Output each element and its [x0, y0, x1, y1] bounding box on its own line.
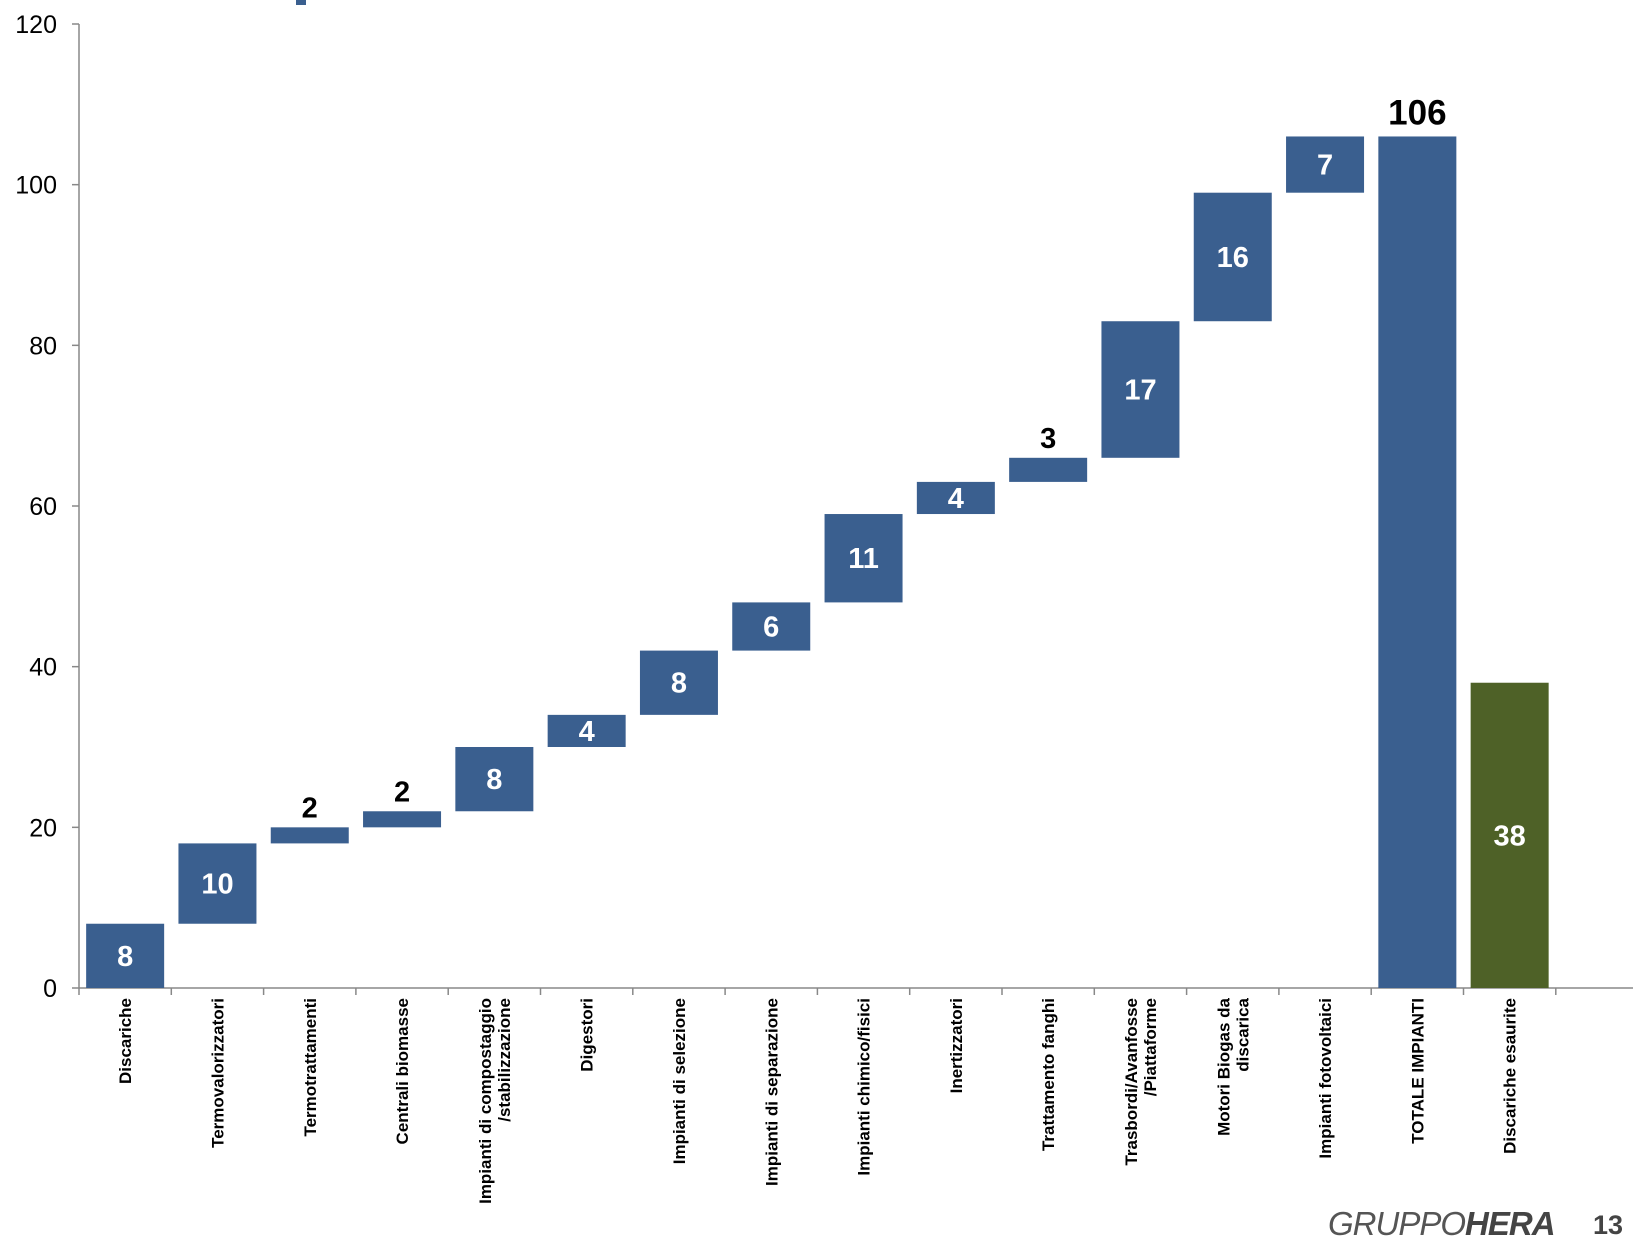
category-label: Discariche: [116, 998, 135, 1084]
top-accent-mark: [296, 0, 306, 5]
category-label: Trasbordi/Avanfosse/Piattaforme: [1122, 998, 1160, 1166]
category-label: Impianti di compostaggio/stabilizzazione: [476, 998, 514, 1204]
bar: [86, 923, 165, 988]
logo-text-light: GRUPPO: [1328, 1205, 1466, 1242]
data-label: 2: [302, 792, 318, 824]
category-label-line: Impianti di compostaggio: [476, 998, 495, 1204]
y-tick-label: 0: [43, 975, 57, 1003]
data-label: 38: [1494, 820, 1526, 852]
bar: [639, 650, 718, 715]
category-label-line: Impianti di selezione: [670, 998, 689, 1164]
category-label-line: Discariche: [116, 998, 135, 1084]
category-label-line: /stabilizzazione: [495, 998, 514, 1122]
y-tick-label: 60: [29, 493, 57, 521]
chart-value-labels: 8 10 2 2 8 4 8 6 11 4 3 17 16 7 106 38: [117, 93, 1526, 972]
category-label: Digestori: [578, 998, 597, 1072]
category-label-line: Trasbordi/Avanfosse: [1122, 998, 1141, 1166]
bar: [1286, 136, 1365, 193]
chart-category-labels: Discariche Termovalorizzatori Termotrattam…: [116, 997, 1520, 1203]
gruppo-hera-logo: GRUPPOHERA: [1328, 1205, 1556, 1243]
category-label-line: Termotrattamenti: [301, 998, 320, 1137]
data-label: 17: [1124, 375, 1156, 407]
y-tick-label: 20: [29, 814, 57, 842]
data-label: 2: [394, 776, 410, 808]
category-label: Impianti chimico/fisici: [855, 998, 874, 1176]
y-tick-label: 40: [29, 654, 57, 682]
bar: [1378, 136, 1457, 988]
y-tick-label: 120: [15, 11, 57, 39]
bar: [178, 843, 257, 924]
category-label-line: Digestori: [578, 998, 597, 1072]
logo-text-bold: HERA: [1465, 1205, 1556, 1242]
category-label: Termovalorizzatori: [208, 998, 227, 1148]
data-label: 16: [1217, 242, 1249, 274]
category-label: Termotrattamenti: [301, 998, 320, 1137]
data-label: 6: [763, 612, 779, 644]
category-label-line: TOTALE IMPIANTI: [1408, 998, 1427, 1144]
category-label-line: Centrali biomasse: [393, 998, 412, 1144]
data-label: 4: [948, 483, 964, 515]
data-label: 4: [579, 716, 595, 748]
data-label-total: 106: [1388, 93, 1446, 132]
page-number: 13: [1593, 1210, 1624, 1240]
category-label: Centrali biomasse: [393, 998, 412, 1144]
bar: [1101, 321, 1180, 458]
data-label: 8: [671, 668, 687, 700]
chart-bars: [86, 136, 1549, 988]
bar: [363, 811, 442, 828]
category-label-line: Termovalorizzatori: [208, 998, 227, 1148]
category-label: Inertizzatori: [947, 998, 966, 1093]
category-label: TOTALE IMPIANTI: [1408, 998, 1427, 1144]
category-label-line: discarica: [1233, 997, 1252, 1071]
bar: [547, 714, 626, 747]
category-label: Motori Biogas da discarica: [1214, 997, 1252, 1135]
category-label-line: Impianti fotovoltaici: [1316, 998, 1335, 1159]
data-label: 8: [486, 764, 502, 796]
data-label: 11: [848, 543, 879, 575]
data-label: 7: [1317, 150, 1333, 182]
data-label: 10: [201, 869, 233, 901]
bar: [270, 827, 349, 844]
bar: [455, 747, 534, 812]
bar: [824, 514, 903, 603]
category-label-line: Discariche esaurite: [1501, 998, 1520, 1154]
y-tick-label: 100: [15, 172, 57, 200]
category-label-line: /Piattaforme: [1141, 998, 1160, 1096]
bar: [1193, 192, 1272, 322]
category-label: Discariche esaurite: [1501, 998, 1520, 1154]
category-label-line: Impianti di separazione: [762, 998, 781, 1186]
chart-axes: 0 20 40 60 80 100 120: [15, 11, 1633, 1003]
category-label-line: Motori Biogas da: [1214, 997, 1233, 1135]
category-label: Impianti fotovoltaici: [1316, 998, 1335, 1159]
category-label-line: Impianti chimico/fisici: [855, 998, 874, 1176]
category-label: Impianti di separazione: [762, 998, 781, 1186]
category-label: Trattamento fanghi: [1039, 998, 1058, 1151]
y-tick-label: 80: [29, 332, 57, 360]
data-label: 3: [1040, 423, 1056, 455]
bar: [1009, 457, 1088, 482]
category-label-line: Trattamento fanghi: [1039, 998, 1058, 1151]
bar: [732, 602, 811, 651]
data-label: 8: [117, 941, 133, 973]
category-label: Impianti di selezione: [670, 998, 689, 1164]
category-label-line: Inertizzatori: [947, 998, 966, 1093]
bar: [1470, 682, 1549, 988]
bar: [916, 481, 995, 515]
